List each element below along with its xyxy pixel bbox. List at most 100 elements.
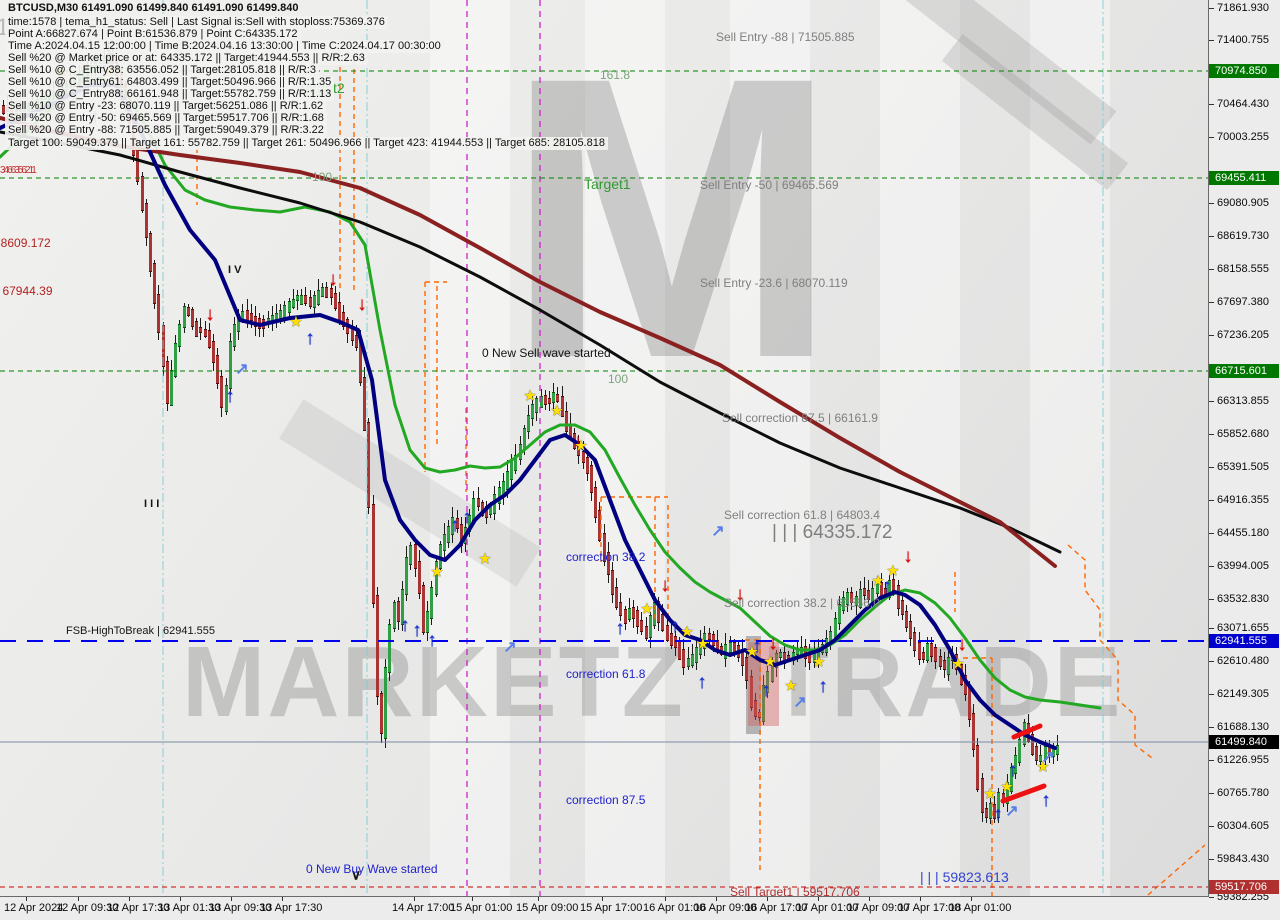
price-axis-tick [1209,727,1214,728]
price-axis-tick [1209,826,1214,827]
chart-canvas[interactable]: M MARKETZ TRADE 117.254.69 ↓ ↓ ↓ ↓ ↓ ↓ ↓ ↓ ↓ ↓ ↑ ↑ ↑… [0,0,1209,897]
price-axis-label: 66313.855 [1217,395,1269,407]
price-axis-tick [1209,335,1214,336]
time-axis-label: 12 Apr 09:30 [56,902,119,914]
watermark-text-left: MARKETZ [182,626,685,738]
price-axis-tick [1209,694,1214,695]
highlight-zone [748,642,779,726]
price-axis-label: 63994.005 [1217,560,1269,572]
price-axis-label: 59843.430 [1217,853,1269,865]
price-axis-tick [1209,661,1214,662]
time-axis-tick [538,897,539,901]
price-level-badge: 70974.850 [1209,64,1279,78]
price-axis-tick [1209,793,1214,794]
time-axis-label: 17 Apr 01:00 [796,902,859,914]
time-axis-tick [129,897,130,901]
price-axis-tick [1209,533,1214,534]
time-axis-tick [716,897,717,901]
time-axis-tick [869,897,870,901]
time-axis-label: 13 Apr 01:30 [158,902,221,914]
price-axis-tick [1209,897,1214,898]
time-axis-tick [78,897,79,901]
price-axis-label: 70003.255 [1217,131,1269,143]
price-axis-tick [1209,859,1214,860]
time-axis-tick [767,897,768,901]
price-axis[interactable]: 71861.930 71400.755 70464.430 70003.255 6908… [1209,0,1280,920]
price-axis-tick [1209,137,1214,138]
price-axis-label: 69080.905 [1217,197,1269,209]
price-axis-tick [1209,628,1214,629]
price-axis-tick [1209,40,1214,41]
price-axis-label: 67236.205 [1217,329,1269,341]
price-axis-tick [1209,760,1214,761]
price-axis-label: 67697.380 [1217,296,1269,308]
price-axis-label: 60304.605 [1217,820,1269,832]
price-axis-label: 61226.955 [1217,754,1269,766]
price-axis-label: 59382.255 [1217,891,1269,903]
price-axis-label: 71400.755 [1217,34,1269,46]
time-axis-label: 17 Apr 09:00 [847,902,910,914]
time-axis-label: 13 Apr 09:30 [209,902,272,914]
price-axis-label: 68619.730 [1217,230,1269,242]
price-axis-label: 61688.130 [1217,721,1269,733]
watermark-m-logo: M [505,0,839,441]
price-axis-tick [1209,203,1214,204]
price-axis-label: 68158.555 [1217,263,1269,275]
time-axis-label: 13 Apr 17:30 [260,902,323,914]
time-axis-tick [818,897,819,901]
time-axis-label: 16 Apr 09:00 [694,902,757,914]
price-axis-label: 64916.355 [1217,494,1269,506]
time-axis-label: 17 Apr 17:00 [898,902,961,914]
watermark: M MARKETZ TRADE 117.254.69 [0,0,1129,738]
price-axis-label: 62610.480 [1217,655,1269,667]
time-axis-tick [414,897,415,901]
time-axis-tick [971,897,972,901]
price-axis-tick [1209,599,1214,600]
price-axis-tick [1209,302,1214,303]
price-axis-label: 65852.680 [1217,428,1269,440]
price-axis-tick [1209,500,1214,501]
time-axis-tick [602,897,603,901]
time-axis-label: 12 Apr 2024 [4,902,64,914]
time-axis-tick [665,897,666,901]
price-axis-tick [1209,467,1214,468]
time-axis-tick [472,897,473,901]
time-axis-label: 15 Apr 01:00 [450,902,513,914]
chart-annotation: 117.254.69 [0,14,115,41]
price-axis-label: 71861.930 [1217,2,1269,14]
price-axis-label: 62149.305 [1217,688,1269,700]
price-level-badge: 62941.555 [1209,634,1279,648]
price-axis-label: 63071.655 [1217,622,1269,634]
time-axis-label: 16 Apr 01:00 [643,902,706,914]
watermark-text-right: TRADE [768,626,1123,738]
time-axis[interactable]: 12 Apr 2024 12 Apr 09:30 12 Apr 17:30 13 Ap… [0,897,1209,920]
price-axis-tick [1209,566,1214,567]
price-axis-tick [1209,104,1214,105]
time-axis-label: 18 Apr 01:00 [949,902,1012,914]
time-axis-tick [231,897,232,901]
price-axis-label: 70464.430 [1217,98,1269,110]
price-level-badge: 59517.706 [1209,880,1279,894]
price-axis-tick [1209,434,1214,435]
time-axis-label: 14 Apr 17:00 [392,902,455,914]
time-axis-label: 16 Apr 17:00 [745,902,808,914]
price-axis-tick [1209,269,1214,270]
price-axis-label: 64455.180 [1217,527,1269,539]
time-axis-label: 12 Apr 17:30 [107,902,170,914]
price-axis-tick [1209,401,1214,402]
watermark-swoosh [279,399,541,587]
time-axis-label: 15 Apr 17:00 [580,902,643,914]
price-axis-label: 65391.505 [1217,461,1269,473]
price-level-badge: 66715.601 [1209,364,1279,378]
price-level-badge: 69455.411 [1209,171,1279,185]
time-axis-tick [282,897,283,901]
price-axis-tick [1209,8,1214,9]
price-axis-label: 60765.780 [1217,787,1269,799]
time-axis-tick [920,897,921,901]
price-level-badge: 61499.840 [1209,735,1279,749]
time-axis-tick [180,897,181,901]
price-axis-label: 63532.830 [1217,593,1269,605]
price-axis-tick [1209,236,1214,237]
time-axis-label: 15 Apr 09:00 [516,902,579,914]
